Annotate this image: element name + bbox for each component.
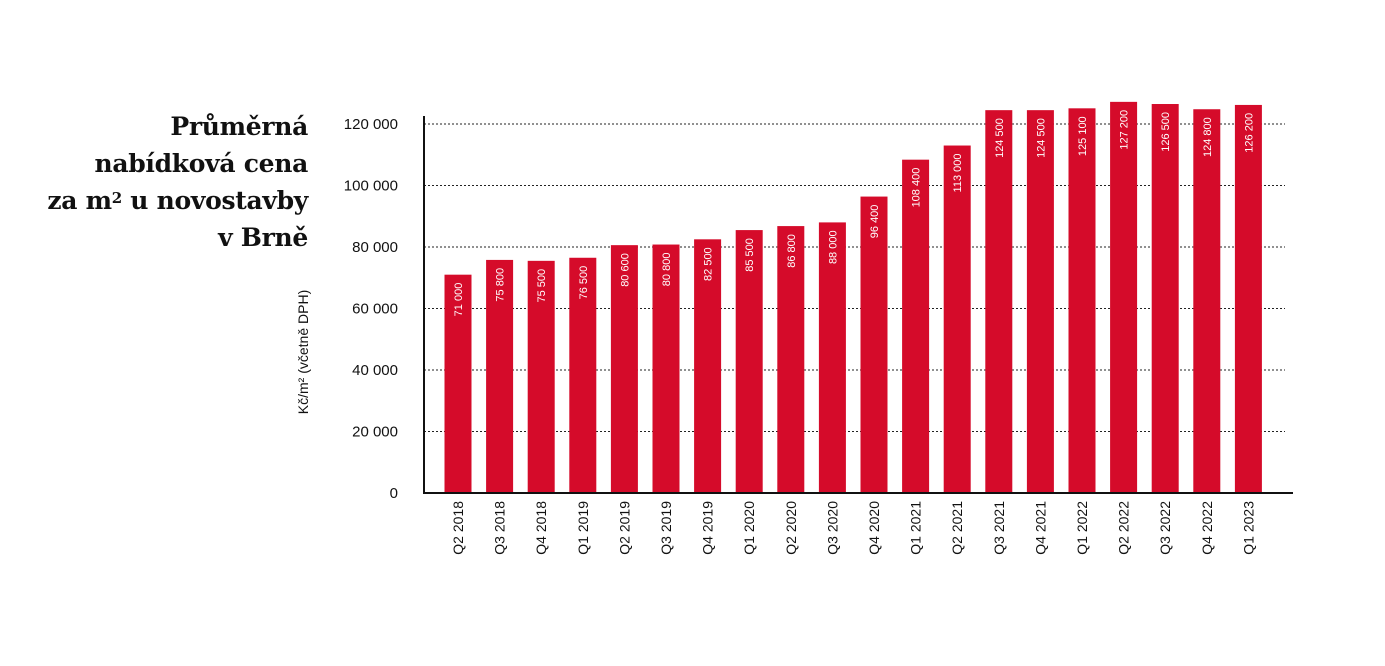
- x-tick-label: Q4 2020: [866, 501, 882, 555]
- bar: [527, 260, 555, 493]
- bar-value-label: 85 500: [744, 238, 756, 272]
- x-tick-label: Q1 2021: [908, 501, 924, 555]
- x-tick-label: Q3 2019: [658, 501, 674, 555]
- chart-title-line-4: v Brně: [218, 223, 308, 252]
- x-tick-label: Q2 2018: [450, 501, 466, 555]
- bar: [985, 110, 1013, 493]
- bar: [486, 259, 514, 493]
- bar: [444, 274, 472, 493]
- y-tick-label: 120 000: [344, 116, 398, 133]
- bar-value-label: 113 000: [952, 154, 964, 193]
- chart-title: Průměrná nabídková cena za m2 u novostav…: [0, 108, 308, 256]
- bar-value-label: 124 500: [1035, 118, 1047, 158]
- bar: [694, 239, 722, 493]
- bar-value-label: 126 200: [1243, 113, 1255, 153]
- bar: [735, 230, 763, 493]
- x-tick-label: Q1 2019: [575, 501, 591, 555]
- chart-title-line-1: Průměrná: [170, 112, 308, 141]
- x-tick-label: Q2 2021: [949, 501, 965, 555]
- bar: [1026, 110, 1054, 493]
- y-tick-label: 20 000: [352, 424, 398, 441]
- bar-value-label: 108 400: [911, 168, 923, 208]
- x-tick-label: Q1 2022: [1074, 501, 1090, 555]
- x-tick-label: Q4 2018: [533, 501, 549, 555]
- bar: [1193, 109, 1221, 494]
- bars: [444, 101, 1262, 494]
- x-tick-label: Q4 2019: [700, 501, 716, 555]
- bar: [1151, 104, 1179, 493]
- bar: [1110, 101, 1138, 494]
- bar: [1068, 108, 1096, 493]
- y-tick-label: 60 000: [352, 301, 398, 318]
- superscript-2: 2: [111, 189, 122, 207]
- axes: [423, 116, 1293, 494]
- bar-value-label: 71 000: [453, 283, 465, 317]
- x-tick-label: Q2 2022: [1116, 501, 1132, 555]
- y-tick-label: 0: [390, 485, 398, 502]
- bar-value-label: 76 500: [578, 266, 590, 300]
- x-tick-label: Q3 2021: [991, 501, 1007, 555]
- bar-value-label: 126 500: [1160, 112, 1172, 152]
- bar-value-label: 75 500: [536, 269, 548, 303]
- bar-value-label: 88 000: [827, 230, 839, 264]
- x-tick-label: Q1 2020: [741, 501, 757, 555]
- bar-value-label: 82 500: [703, 247, 715, 281]
- bar-value-label: 86 800: [786, 234, 798, 268]
- x-tick-label: Q4 2021: [1032, 501, 1048, 555]
- x-tick-label: Q3 2020: [824, 501, 840, 555]
- y-tick-label: 40 000: [352, 362, 398, 379]
- bar: [818, 222, 846, 493]
- x-tick-label: Q3 2018: [492, 501, 508, 555]
- y-tick-label: 100 000: [344, 178, 398, 195]
- bar: [943, 145, 971, 493]
- bar: [569, 257, 597, 493]
- y-tick-labels: 0 20 000 40 000 60 000 80 000 100 000 120 000: [344, 116, 398, 502]
- x-tick-labels: Q2 2018 Q3 2018 Q4 2018 Q1 2019 Q2 2019 Q3 20…: [450, 501, 1256, 555]
- bar-value-label: 96 400: [869, 205, 881, 239]
- bar-value-label: 80 600: [619, 253, 631, 287]
- x-tick-label: Q4 2022: [1199, 501, 1215, 555]
- bar: [652, 244, 680, 493]
- bar-value-label: 125 100: [1077, 116, 1089, 156]
- x-tick-label: Q2 2019: [616, 501, 632, 555]
- bar: [610, 245, 638, 493]
- x-tick-label: Q2 2020: [783, 501, 799, 555]
- chart-title-line-2: nabídková cena: [94, 149, 308, 178]
- bar-value-label: 124 800: [1202, 117, 1214, 157]
- grid-lines: [424, 123, 1285, 432]
- bar-value-label: 124 500: [994, 118, 1006, 158]
- bar-value-label: 127 200: [1119, 110, 1131, 150]
- y-tick-label: 80 000: [352, 239, 398, 256]
- bar: [902, 159, 930, 494]
- bar: [860, 196, 888, 493]
- y-axis-title: Kč/m² (včetně DPH): [295, 290, 311, 414]
- x-tick-label: Q3 2022: [1157, 501, 1173, 555]
- bar-value-label: 75 800: [495, 268, 507, 302]
- bar: [777, 226, 805, 493]
- value-labels: 71 000 75 800 75 500 76 500 80 600 80 800 82 5…: [453, 110, 1255, 316]
- bar: [1234, 104, 1262, 493]
- x-tick-label: Q1 2023: [1240, 501, 1256, 555]
- bar-value-label: 80 800: [661, 253, 673, 287]
- chart-title-line-3: za m2 u novostavby: [47, 186, 308, 215]
